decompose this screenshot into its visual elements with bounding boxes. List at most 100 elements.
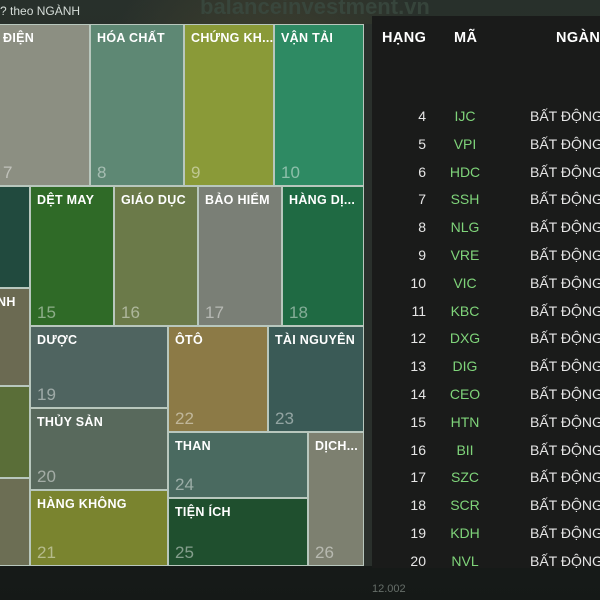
sector-cell: BẤT ĐỘNG bbox=[530, 219, 600, 236]
tile-rank: 22 bbox=[175, 409, 194, 428]
tile-rank: 7 bbox=[3, 163, 13, 182]
table-row[interactable]: 11 KBC BẤT ĐỘNG bbox=[372, 303, 600, 331]
tile-label: HÓA CHẤT bbox=[97, 31, 165, 45]
tile-rank: 25 bbox=[175, 543, 194, 562]
treemap-tile[interactable]: HÀNG DỊ... 18 bbox=[282, 186, 364, 326]
rank-cell: 20 bbox=[410, 552, 426, 568]
sector-cell: BẤT ĐỘNG bbox=[530, 191, 600, 208]
rank-cell: 9 bbox=[418, 247, 426, 263]
treemap-tile[interactable]: THỦY SẢN 20 bbox=[30, 408, 168, 490]
sector-cell: BẤT ĐỘNG bbox=[530, 469, 600, 486]
code-cell: CEO bbox=[449, 386, 481, 402]
tile-rank: 10 bbox=[281, 163, 300, 182]
sector-cell: BẤT ĐỘNG bbox=[530, 552, 600, 568]
sector-cell: BẤT ĐỘNG bbox=[530, 441, 600, 458]
tile-rank: 20 bbox=[37, 467, 56, 486]
rank-cell: 8 bbox=[418, 219, 426, 236]
tile-rank: 8 bbox=[97, 163, 107, 182]
site-watermark: balanceinvestment.vn bbox=[200, 0, 430, 19]
ticker-value: 12.002 bbox=[372, 583, 406, 595]
treemap-tile[interactable] bbox=[0, 186, 30, 288]
tile-rank: 23 bbox=[275, 409, 294, 428]
rank-cell: 14 bbox=[410, 386, 426, 402]
tile-rank: 9 bbox=[191, 163, 201, 182]
tile-label: HÀNG KHÔNG bbox=[37, 497, 127, 511]
code-cell: NLG bbox=[450, 219, 480, 236]
table-row[interactable]: 12 DXG BẤT ĐỘNG bbox=[372, 330, 600, 358]
tile-rank: 15 bbox=[37, 303, 56, 322]
rank-cell: 17 bbox=[410, 469, 426, 486]
tile-rank: 17 bbox=[205, 303, 224, 322]
rank-cell: 19 bbox=[410, 525, 426, 541]
treemap-tile[interactable] bbox=[0, 386, 30, 478]
rank-cell: 10 bbox=[410, 274, 426, 291]
rank-cell: 18 bbox=[410, 497, 426, 514]
code-cell: BII bbox=[456, 441, 474, 458]
treemap-tile[interactable]: TÀI NGUYÊN 23 bbox=[268, 326, 364, 432]
column-header-code: MÃ bbox=[454, 30, 478, 46]
panel-divider bbox=[364, 24, 372, 566]
table-row[interactable]: 15 HTN BẤT ĐỘNG bbox=[372, 414, 600, 442]
tile-label: ĐIỆN bbox=[3, 31, 35, 45]
treemap-tile[interactable]: DỆT MAY 15 bbox=[30, 186, 114, 326]
code-cell: HTN bbox=[450, 413, 480, 430]
treemap-tile[interactable]: GIÁO DỤC 16 bbox=[114, 186, 198, 326]
treemap-tile[interactable]: DƯỢC 19 bbox=[30, 326, 168, 408]
treemap-tile[interactable]: BẢO HIỂM 17 bbox=[198, 186, 282, 326]
table-row[interactable]: 8 NLG BẤT ĐỘNG bbox=[372, 219, 600, 247]
tile-label: GIÁO DỤC bbox=[121, 193, 186, 207]
rank-cell: 6 bbox=[418, 163, 426, 180]
table-row[interactable]: 16 BII BẤT ĐỘNG bbox=[372, 442, 600, 470]
rank-cell: 15 bbox=[410, 413, 426, 430]
table-row[interactable]: 19 KDH BẤT ĐỘNG bbox=[372, 525, 600, 553]
table-row[interactable]: 9 VRE BẤT ĐỘNG bbox=[372, 247, 600, 275]
treemap-tile[interactable]: CHỨNG KH... 9 bbox=[184, 24, 274, 186]
tile-label: BẢO HIỂM bbox=[205, 193, 270, 207]
tile-rank: 19 bbox=[37, 385, 56, 404]
tile-label: THỦY SẢN bbox=[37, 415, 104, 429]
rank-cell: 4 bbox=[418, 108, 426, 124]
table-row[interactable]: 14 CEO BẤT ĐỘNG bbox=[372, 386, 600, 414]
tile-rank: 18 bbox=[289, 303, 308, 322]
table-row[interactable]: 7 SSH BẤT ĐỘNG bbox=[372, 191, 600, 219]
sector-cell: BẤT ĐỘNG bbox=[530, 358, 600, 375]
column-header-sector: NGÀN bbox=[556, 30, 600, 46]
sector-cell: BẤT ĐỘNG bbox=[530, 135, 600, 152]
code-cell: DXG bbox=[449, 330, 481, 347]
column-header-rank: HẠNG bbox=[382, 30, 427, 46]
tile-rank: 21 bbox=[37, 543, 56, 562]
treemap-tile[interactable]: TIỆN ÍCH 25 bbox=[168, 498, 308, 566]
treemap-tile[interactable]: HÓA CHẤT 8 bbox=[90, 24, 184, 186]
table-row[interactable]: 5 VPI BẤT ĐỘNG bbox=[372, 136, 600, 164]
treemap-tile[interactable]: NH bbox=[0, 288, 30, 386]
code-cell: VPI bbox=[453, 135, 477, 152]
table-row[interactable]: 17 SZC BẤT ĐỘNG bbox=[372, 469, 600, 497]
code-cell: IJC bbox=[454, 108, 476, 124]
table-row[interactable]: 20 NVL BẤT ĐỘNG bbox=[372, 553, 600, 568]
table-row[interactable]: 10 VIC BẤT ĐỘNG bbox=[372, 275, 600, 303]
table-row[interactable]: 13 DIG BẤT ĐỘNG bbox=[372, 358, 600, 386]
table-row[interactable]: 18 SCR BẤT ĐỘNG bbox=[372, 497, 600, 525]
tile-label: DỊCH... bbox=[315, 439, 359, 453]
tile-label: ÔTÔ bbox=[175, 333, 203, 347]
treemap-tile[interactable]: DỊCH... 26 bbox=[308, 432, 364, 566]
tile-label: VẬN TẢI bbox=[281, 31, 334, 45]
sector-cell: BẤT ĐỘNG bbox=[530, 413, 600, 430]
tile-label: TÀI NGUYÊN bbox=[275, 333, 356, 347]
treemap-tile[interactable]: ĐIỆN 7 bbox=[0, 24, 90, 186]
treemap-tile[interactable]: ÔTÔ 22 bbox=[168, 326, 268, 432]
tile-label: DỆT MAY bbox=[37, 193, 95, 207]
treemap-tile[interactable]: THAN 24 bbox=[168, 432, 308, 498]
tile-rank: 24 bbox=[175, 475, 194, 494]
treemap-tile[interactable] bbox=[0, 478, 30, 566]
sector-cell: BẤT ĐỘNG bbox=[530, 302, 600, 319]
sector-cell: BẤT ĐỘNG bbox=[530, 525, 600, 541]
table-row[interactable]: 4 IJC BẤT ĐỘNG bbox=[372, 108, 600, 136]
table-row[interactable]: 6 HDC BẤT ĐỘNG bbox=[372, 164, 600, 192]
treemap-tile[interactable]: VẬN TẢI 10 bbox=[274, 24, 364, 186]
treemap-tile[interactable]: HÀNG KHÔNG 21 bbox=[30, 490, 168, 566]
tile-label: DƯỢC bbox=[37, 333, 78, 347]
rank-cell: 13 bbox=[410, 358, 426, 375]
code-cell: KBC bbox=[450, 302, 480, 319]
tile-rank: 16 bbox=[121, 303, 140, 322]
